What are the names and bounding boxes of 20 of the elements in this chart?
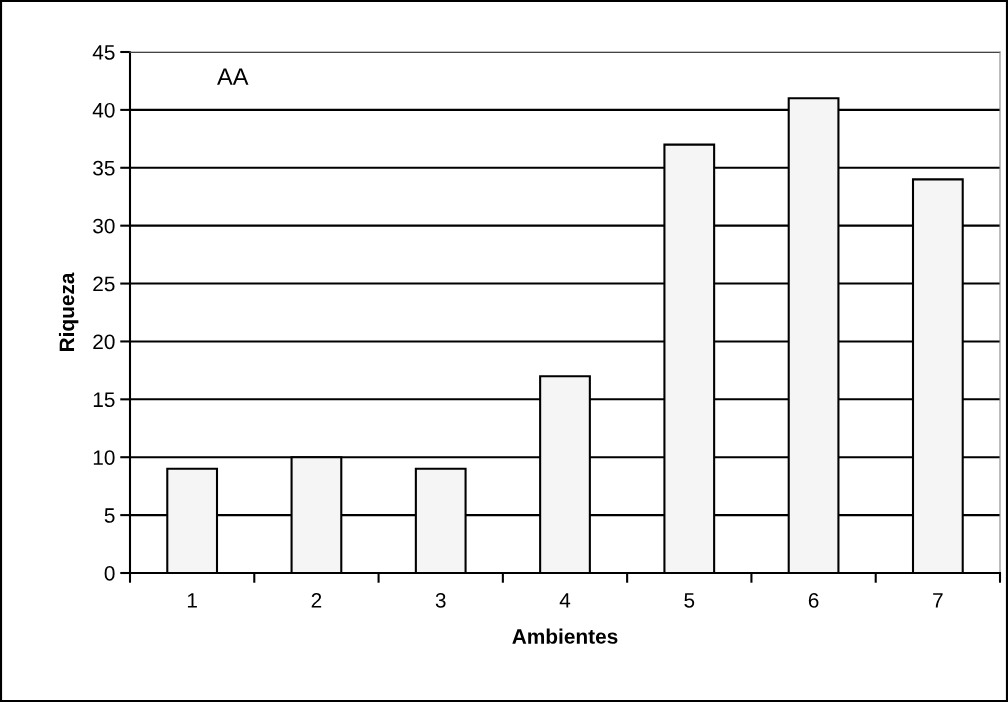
x-tick-label: 4 [559,593,571,608]
x-tick-label: 3 [435,592,446,608]
x-tick-label: 5 [684,593,695,608]
y-tick-label: 20 [93,334,115,350]
y-tick-label: 10 [93,450,115,465]
x-tick-label: 2 [311,592,322,608]
y-tick-label: 0 [104,566,115,581]
y-tick-label: 25 [93,276,115,292]
y-tick-label: 15 [93,392,115,408]
x-tick-label: 6 [808,592,819,608]
y-tick-label: 40 [92,102,115,118]
x-tick-label: 7 [933,593,943,608]
x-axis-title: Ambientes [512,628,618,644]
y-tick-label: 30 [93,218,115,234]
y-tick-label: 35 [93,160,115,176]
y-tick-label: 45 [92,45,115,60]
annotation: AA [217,68,249,85]
x-tick-label: 1 [187,593,197,608]
y-axis-title: Riqueza [58,272,79,352]
y-tick-label: 5 [104,508,115,523]
